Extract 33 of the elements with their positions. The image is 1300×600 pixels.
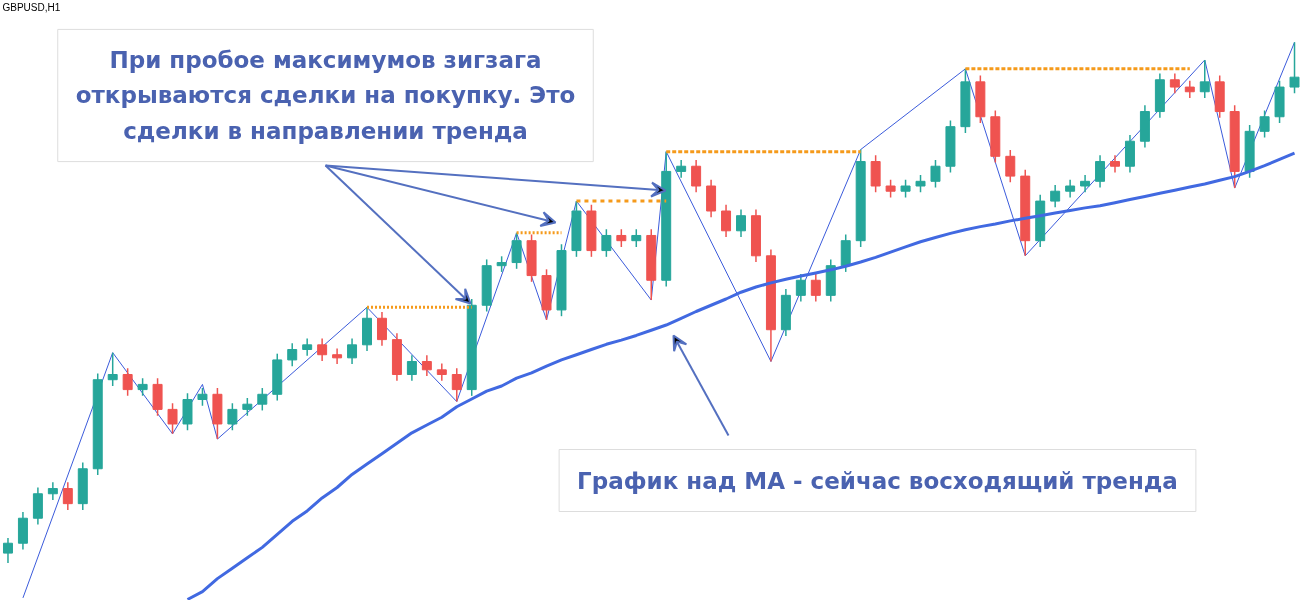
candlestick (795, 273, 806, 303)
candlestick (332, 347, 343, 365)
candlestick (1289, 41, 1300, 95)
candlestick (2, 537, 13, 564)
candlestick (1005, 149, 1016, 184)
candlestick (1199, 59, 1210, 99)
candlestick (406, 354, 417, 382)
candlestick (601, 228, 612, 258)
candlestick (122, 367, 133, 397)
candlestick (62, 481, 73, 511)
candlestick (1095, 154, 1106, 189)
candlestick (257, 387, 268, 412)
candlestick (930, 159, 941, 189)
candlestick (421, 354, 432, 377)
chart-title: GBPUSD,H1 (2, 1, 61, 13)
annotation: При пробое максимумов зигзага открываются сделки на покупку. Это сделки в направлении тренда (75, 47, 576, 144)
candlestick (1050, 184, 1061, 209)
candlestick (691, 159, 702, 194)
candlestick (810, 273, 821, 303)
candlestick (1259, 109, 1270, 139)
candlestick (736, 208, 746, 238)
candlestick (317, 337, 328, 362)
candlestick (347, 337, 358, 365)
candlestick (167, 402, 178, 435)
candlestick (107, 351, 118, 387)
candlestick (1169, 72, 1180, 95)
candlestick (227, 402, 238, 431)
candlestick (721, 204, 732, 238)
candlestick (287, 342, 298, 367)
candlestick (376, 311, 387, 347)
candlestick (511, 232, 522, 270)
annotation: График над MA - сейчас восходящий тренда (577, 467, 1178, 494)
candlestick (451, 367, 462, 403)
